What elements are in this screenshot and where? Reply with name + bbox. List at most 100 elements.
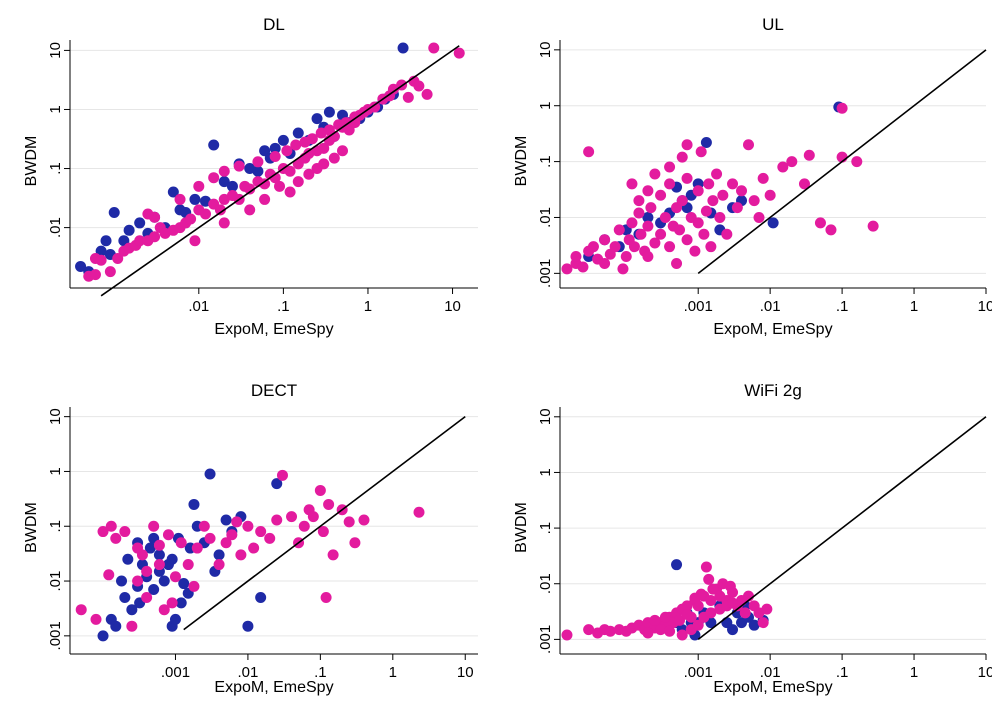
point-blue xyxy=(158,575,170,587)
x-tick-label: 1 xyxy=(910,664,918,681)
point-magenta xyxy=(707,583,719,595)
point-magenta xyxy=(174,193,186,205)
point-magenta xyxy=(649,614,661,626)
panel-1: .001 .01 .1 1 10 .001 .01 .1 1 10 UL ExpoM, EmeSpy B… xyxy=(513,15,992,338)
point-magenta xyxy=(727,597,739,609)
point-magenta xyxy=(689,245,701,257)
point-magenta xyxy=(204,532,216,544)
point-magenta xyxy=(166,597,178,609)
point-magenta xyxy=(349,537,361,549)
reference-line xyxy=(697,49,987,274)
point-blue xyxy=(226,180,238,192)
point-magenta xyxy=(649,168,661,180)
point-magenta xyxy=(642,185,654,197)
point-blue xyxy=(271,478,283,490)
x-tick-label: .1 xyxy=(314,664,327,681)
point-magenta xyxy=(274,180,286,192)
point-magenta xyxy=(132,575,144,587)
point-magenta xyxy=(387,83,399,95)
point-magenta xyxy=(664,161,676,173)
point-magenta xyxy=(705,607,717,619)
y-tick-label: .1 xyxy=(537,155,554,168)
point-magenta xyxy=(664,625,676,637)
point-magenta xyxy=(218,193,230,205)
point-magenta xyxy=(413,80,425,92)
point-magenta xyxy=(276,469,288,481)
point-magenta xyxy=(284,186,296,198)
point-magenta xyxy=(298,520,310,532)
y-tick-label: .001 xyxy=(537,625,554,654)
point-magenta xyxy=(645,202,657,214)
point-magenta xyxy=(141,592,153,604)
point-blue xyxy=(204,468,216,480)
y-tick-label: .1 xyxy=(47,162,64,175)
point-blue xyxy=(119,592,131,604)
point-magenta xyxy=(369,101,381,113)
point-magenta xyxy=(328,152,340,164)
point-magenta xyxy=(635,228,647,240)
point-magenta xyxy=(271,514,283,526)
point-magenta xyxy=(721,228,733,240)
point-magenta xyxy=(153,559,165,571)
point-magenta xyxy=(724,580,736,592)
point-blue xyxy=(144,542,156,554)
point-blue xyxy=(148,584,160,596)
point-magenta xyxy=(742,139,754,151)
point-magenta xyxy=(213,559,225,571)
point-magenta xyxy=(867,220,879,232)
point-magenta xyxy=(132,542,144,554)
point-magenta xyxy=(235,549,247,561)
y-tick-label: 10 xyxy=(537,41,554,58)
point-magenta xyxy=(191,542,203,554)
y-tick-label: 1 xyxy=(47,467,64,475)
point-magenta xyxy=(323,124,335,136)
point-magenta xyxy=(655,624,667,636)
point-magenta xyxy=(158,604,170,616)
point-magenta xyxy=(318,158,330,170)
point-magenta xyxy=(717,189,729,201)
y-tick-label: 10 xyxy=(47,408,64,425)
point-magenta xyxy=(609,241,621,253)
y-tick-label: 10 xyxy=(537,408,554,425)
point-magenta xyxy=(613,224,625,236)
point-blue xyxy=(75,260,87,272)
point-magenta xyxy=(182,559,194,571)
point-magenta xyxy=(320,592,332,604)
point-magenta xyxy=(803,149,815,161)
point-magenta xyxy=(428,42,440,54)
point-magenta xyxy=(577,261,589,273)
point-magenta xyxy=(659,211,671,223)
y-tick-label: .001 xyxy=(537,259,554,288)
point-magenta xyxy=(836,102,848,114)
point-blue xyxy=(277,134,289,146)
point-magenta xyxy=(664,241,676,253)
point-magenta xyxy=(700,561,712,573)
point-magenta xyxy=(777,161,789,173)
point-blue xyxy=(178,578,190,590)
point-magenta xyxy=(561,263,573,275)
point-magenta xyxy=(764,189,776,201)
point-magenta xyxy=(681,234,693,246)
x-tick-label: .01 xyxy=(760,664,781,681)
point-magenta xyxy=(323,498,335,510)
point-blue xyxy=(188,498,200,510)
point-magenta xyxy=(264,532,276,544)
point-magenta xyxy=(692,619,704,631)
point-magenta xyxy=(149,231,161,243)
point-magenta xyxy=(188,580,200,592)
point-magenta xyxy=(244,183,256,195)
y-tick-label: .01 xyxy=(537,573,554,594)
point-magenta xyxy=(599,234,611,246)
point-magenta xyxy=(753,211,765,223)
point-magenta xyxy=(748,195,760,207)
point-magenta xyxy=(628,241,640,253)
point-magenta xyxy=(208,172,220,184)
point-magenta xyxy=(626,217,638,229)
point-blue xyxy=(126,604,138,616)
point-magenta xyxy=(736,185,748,197)
point-magenta xyxy=(642,627,654,639)
x-tick-label: 10 xyxy=(978,298,992,315)
x-tick-label: .01 xyxy=(760,298,781,315)
point-magenta xyxy=(825,224,837,236)
point-magenta xyxy=(290,139,302,151)
